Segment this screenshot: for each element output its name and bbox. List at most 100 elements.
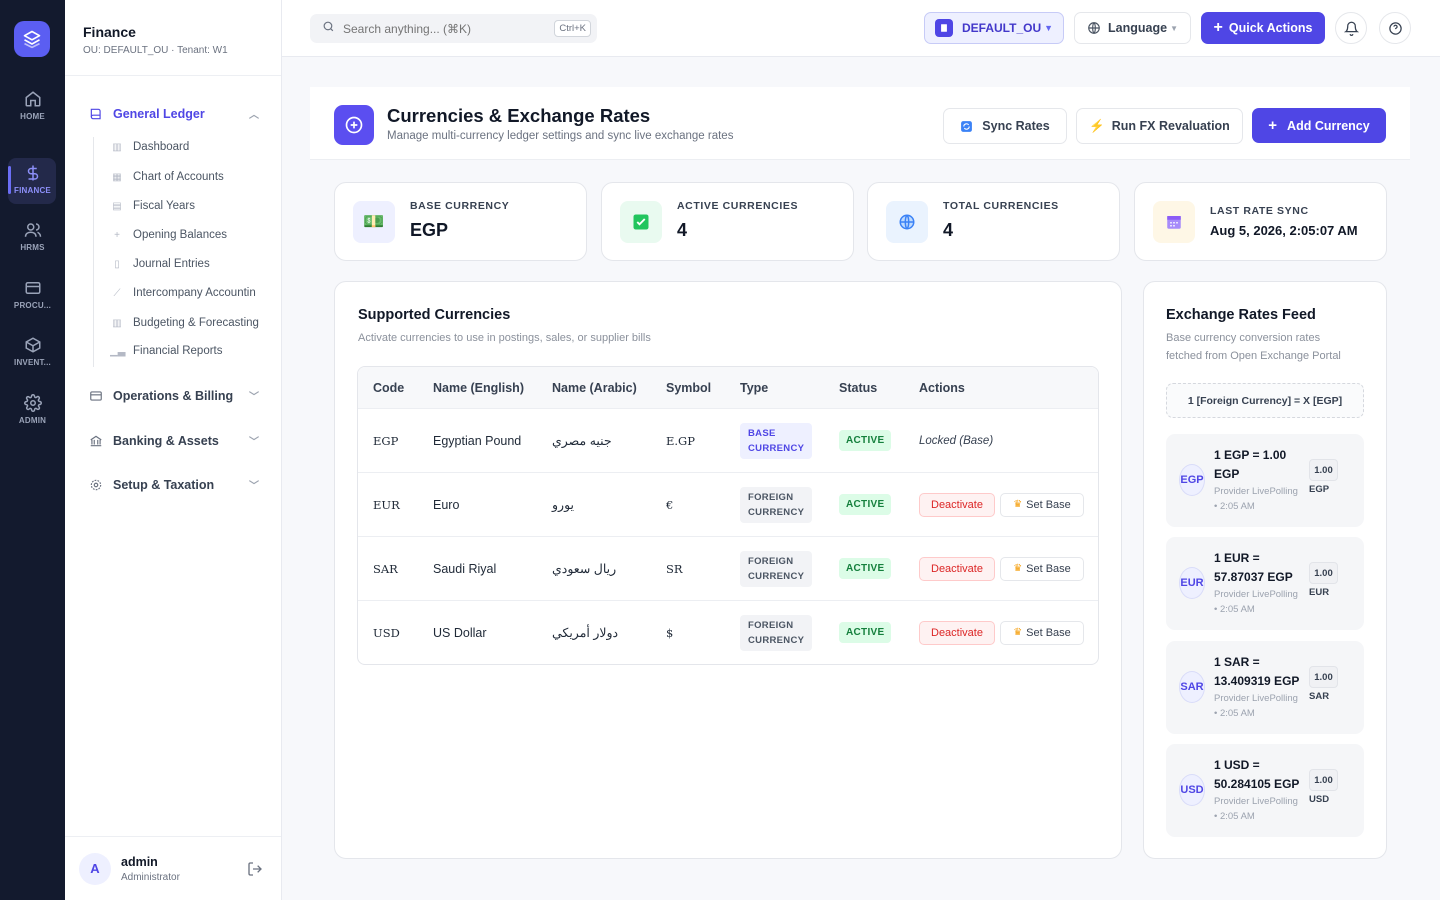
column-header: Code [373,380,405,395]
currency-symbol: SR [666,561,683,576]
card-icon [25,282,40,294]
set-base-button[interactable]: ♛ Set Base [1000,556,1084,581]
notifications-button[interactable] [1335,12,1367,44]
ou-selector[interactable]: DEFAULT_OU ▼ [924,12,1064,44]
bar-chart-icon: ▁▃ [110,345,126,357]
rate-formula: 1 [Foreign Currency] = X [EGP] [1166,383,1364,418]
stat-label: BASE CURRENCY [410,200,510,212]
rail-item-hrms[interactable]: HRMS [0,221,65,252]
rail-item-finance[interactable]: FINANCE [0,158,65,204]
crown-icon: ♛ [1013,499,1023,510]
rail-active-indicator [8,166,11,194]
card-subtitle-line: fetched from Open Exchange Portal [1166,350,1341,362]
help-button[interactable] [1379,12,1411,44]
rail-item-home[interactable]: HOME [0,90,65,121]
search-bar[interactable]: Ctrl+K [310,14,597,43]
search-shortcut: Ctrl+K [554,20,591,37]
type-badge-line: CURRENCY [748,570,805,582]
card-title: Supported Currencies [358,307,511,323]
stat-label: LAST RATE SYNC [1210,205,1309,217]
stat-card-total-currencies: TOTAL CURRENCIES 4 [867,182,1120,261]
plus-icon: + [1213,19,1223,36]
column-header: Status [839,380,878,395]
currency-name-ar: يورو [552,498,575,512]
sync-rates-button[interactable]: Sync Rates [943,108,1067,144]
crown-icon: ♛ [1013,627,1023,638]
sidebar-item-label: Fiscal Years [133,200,196,212]
sync-rates-label: Sync Rates [982,119,1050,133]
sidebar-item-opening-balances[interactable]: + Opening Balances [110,229,270,241]
column-header: Name (English) [433,380,524,395]
rail-item-inventory[interactable]: INVENT... [0,336,65,367]
set-base-label: Set Base [1026,498,1071,511]
table-icon: ▦ [112,171,122,183]
run-fx-revaluation-button[interactable]: ⚡ Run FX Revaluation [1076,108,1243,144]
set-base-label: Set Base [1026,626,1071,639]
table-row: EUR Euro يورو € FOREIGN CURRENCY ACTIVE D… [358,472,1098,536]
sidebar-item-chart-of-accounts[interactable]: ▦ Chart of Accounts [110,171,270,183]
chevron-down-icon: ﹀ [249,392,259,403]
currency-name-ar: جنيه مصري [552,434,612,448]
sidebar-subtitle: OU: DEFAULT_OU · Tenant: W1 [83,45,228,56]
search-input[interactable] [343,21,555,36]
rate-item: USD 1 USD = 50.284105 EGP Provider LivePo… [1166,744,1364,837]
sidebar-item-budgeting[interactable]: ▥ Budgeting & Forecasting [110,317,270,329]
type-badge-line: CURRENCY [748,506,805,518]
dollar-icon [27,165,38,181]
rate-currency: SAR [1309,691,1330,702]
rate-line: 57.87037 EGP [1214,569,1293,584]
run-fx-revaluation-label: Run FX Revaluation [1111,119,1230,133]
sync-icon [960,120,973,133]
budget-icon: ▥ [112,317,122,329]
sidebar-item-financial-reports[interactable]: ▁▃ Financial Reports [110,345,270,357]
currency-exchange-icon [334,105,374,145]
sidebar-item-intercompany[interactable]: ⟋ Intercompany Accountin [110,287,270,299]
language-selector[interactable]: Language ▼ [1074,12,1191,44]
rate-meta: Provider LivePolling • 2:05 AM [1214,587,1312,617]
table-row: EGP Egyptian Pound جنيه مصري E.GP BASE CU… [358,408,1098,472]
sidebar-group-general-ledger[interactable]: General Ledger ︿ [89,106,259,121]
currency-name-ar: دولار أمريكي [552,626,619,640]
calendar-icon: ▤ [112,200,122,212]
app-logo-icon[interactable] [14,21,50,57]
sidebar-item-fiscal-years[interactable]: ▤ Fiscal Years [110,200,270,212]
type-badge-line: CURRENCY [748,634,805,646]
sidebar-item-dashboard[interactable]: ▥ Dashboard [110,141,270,153]
currency-name-en: Euro [433,497,460,512]
status-cell: ACTIVE [839,473,892,536]
sidebar-item-label: Dashboard [133,141,190,153]
add-currency-button[interactable]: + Add Currency [1252,108,1386,143]
search-icon [322,20,335,38]
rate-line: 1 EGP = 1.00 [1214,448,1287,462]
set-base-button[interactable]: ♛ Set Base [1000,620,1084,645]
sidebar-group-label: General Ledger [113,106,205,121]
stat-value: 4 [943,220,954,240]
page-subtitle: Manage multi-currency ledger settings an… [387,130,734,142]
deactivate-button[interactable]: Deactivate [919,620,995,645]
rail-item-admin[interactable]: ADMIN [0,394,65,425]
rate-value: 1.00 [1309,459,1338,481]
status-cell: ACTIVE [839,537,892,600]
sidebar-item-journal-entries[interactable]: ▯ Journal Entries [110,258,270,270]
deactivate-button[interactable]: Deactivate [919,556,995,581]
rate-text: 1 EGP = 1.00 EGP [1214,446,1310,483]
column-header: Symbol [666,380,712,395]
currency-name-en: Egyptian Pound [433,433,522,448]
currency-code: EUR [373,497,400,512]
building-icon [935,19,953,37]
sidebar-tree-line [93,137,94,367]
currency-code-badge: USD [1179,774,1205,806]
actions-cell: Locked (Base) [919,409,993,472]
set-base-button[interactable]: ♛ Set Base [1000,492,1084,517]
avatar[interactable]: A [79,852,111,885]
sidebar-group-banking[interactable]: Banking & Assets ﹀ [89,433,259,448]
currency-symbol: E.GP [666,433,695,448]
deactivate-button[interactable]: Deactivate [919,492,995,517]
sidebar-group-operations[interactable]: Operations & Billing ﹀ [89,388,259,403]
quick-actions-button[interactable]: + Quick Actions [1201,12,1325,44]
help-icon [1388,21,1402,35]
stat-label: ACTIVE CURRENCIES [677,200,799,212]
sidebar-group-setup[interactable]: Setup & Taxation ﹀ [89,477,259,492]
logout-icon[interactable] [247,861,263,882]
rail-item-procurement[interactable]: PROCU... [0,279,65,310]
